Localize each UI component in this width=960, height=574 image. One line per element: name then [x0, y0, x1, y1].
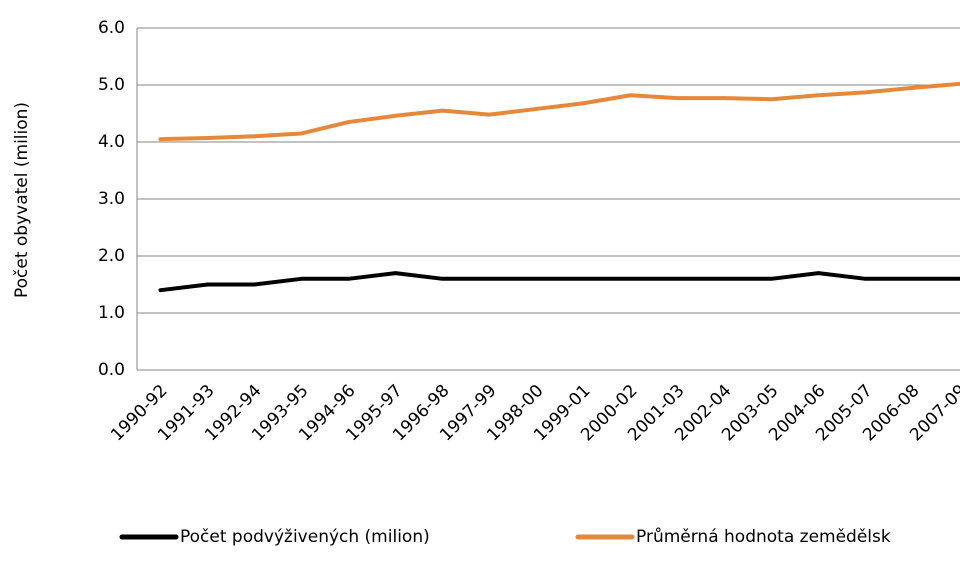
legend-label: Průměrná hodnota zemědělsk — [636, 527, 891, 547]
y-tick-label: 3.0 — [98, 189, 125, 209]
y-tick-label: 6.0 — [98, 18, 125, 38]
series-line — [158, 271, 960, 293]
y-tick-label: 4.0 — [98, 132, 125, 152]
series-line — [158, 81, 960, 142]
y-tick-label: 5.0 — [98, 75, 125, 95]
legend-label: Počet podvýživených (milion) — [180, 527, 430, 547]
y-tick-label: 1.0 — [98, 303, 125, 323]
y-axis-title: Počet obyvatel (milion) — [12, 102, 32, 298]
y-tick-label: 2.0 — [98, 246, 125, 266]
y-tick-label: 0.0 — [98, 360, 125, 380]
